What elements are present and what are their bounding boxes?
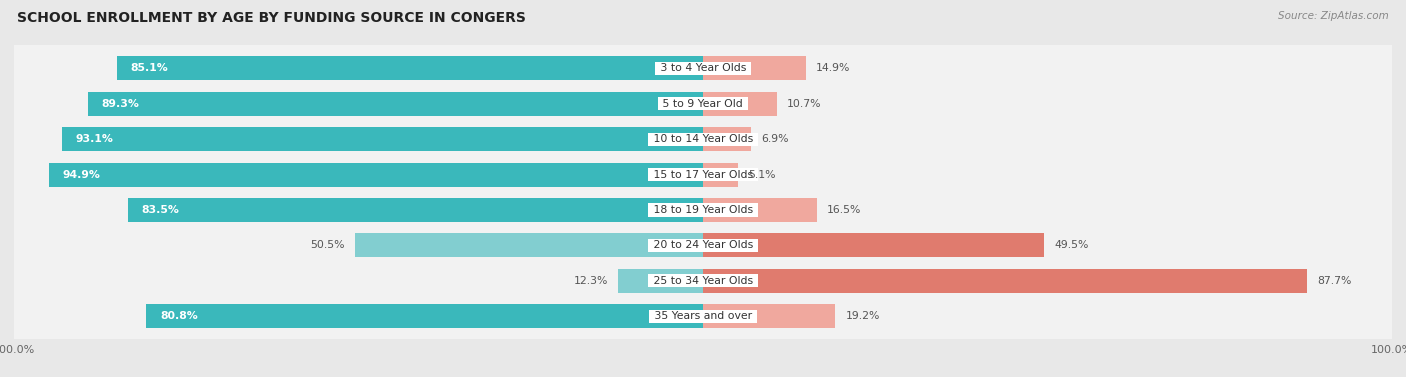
- Text: 10.7%: 10.7%: [787, 99, 821, 109]
- Text: 5 to 9 Year Old: 5 to 9 Year Old: [659, 99, 747, 109]
- FancyBboxPatch shape: [6, 201, 1400, 290]
- Text: 35 Years and over: 35 Years and over: [651, 311, 755, 321]
- Bar: [619, 269, 703, 293]
- FancyBboxPatch shape: [8, 166, 1398, 254]
- FancyBboxPatch shape: [8, 95, 1398, 184]
- Text: 49.5%: 49.5%: [1054, 241, 1088, 250]
- Text: 93.1%: 93.1%: [76, 134, 114, 144]
- Bar: [703, 198, 817, 222]
- FancyBboxPatch shape: [6, 130, 1400, 219]
- Bar: [62, 127, 703, 151]
- Text: 16.5%: 16.5%: [827, 205, 862, 215]
- Text: 25 to 34 Year Olds: 25 to 34 Year Olds: [650, 276, 756, 286]
- Bar: [128, 198, 703, 222]
- Text: 3 to 4 Year Olds: 3 to 4 Year Olds: [657, 63, 749, 73]
- FancyBboxPatch shape: [8, 24, 1398, 113]
- FancyBboxPatch shape: [6, 165, 1400, 255]
- Text: 6.9%: 6.9%: [761, 134, 789, 144]
- Bar: [356, 233, 703, 257]
- Text: 18 to 19 Year Olds: 18 to 19 Year Olds: [650, 205, 756, 215]
- Text: 5.1%: 5.1%: [748, 170, 776, 179]
- FancyBboxPatch shape: [6, 23, 1400, 113]
- Text: 14.9%: 14.9%: [815, 63, 851, 73]
- Text: 50.5%: 50.5%: [311, 241, 344, 250]
- FancyBboxPatch shape: [6, 271, 1400, 361]
- Text: 94.9%: 94.9%: [63, 170, 101, 179]
- Bar: [117, 56, 703, 80]
- FancyBboxPatch shape: [8, 236, 1398, 325]
- Text: 12.3%: 12.3%: [574, 276, 607, 286]
- Text: 89.3%: 89.3%: [101, 99, 139, 109]
- Text: 80.8%: 80.8%: [160, 311, 198, 321]
- Bar: [703, 233, 1045, 257]
- Bar: [703, 304, 835, 328]
- FancyBboxPatch shape: [8, 59, 1398, 148]
- Bar: [703, 92, 776, 116]
- Text: Source: ZipAtlas.com: Source: ZipAtlas.com: [1278, 11, 1389, 21]
- FancyBboxPatch shape: [6, 59, 1400, 149]
- Bar: [703, 269, 1308, 293]
- FancyBboxPatch shape: [8, 201, 1398, 290]
- Text: 20 to 24 Year Olds: 20 to 24 Year Olds: [650, 241, 756, 250]
- FancyBboxPatch shape: [8, 272, 1398, 361]
- FancyBboxPatch shape: [6, 236, 1400, 326]
- Bar: [146, 304, 703, 328]
- Bar: [49, 162, 703, 187]
- Text: 87.7%: 87.7%: [1317, 276, 1353, 286]
- FancyBboxPatch shape: [8, 130, 1398, 219]
- Text: 85.1%: 85.1%: [131, 63, 169, 73]
- Bar: [87, 92, 703, 116]
- Text: 19.2%: 19.2%: [845, 311, 880, 321]
- Text: 15 to 17 Year Olds: 15 to 17 Year Olds: [650, 170, 756, 179]
- Bar: [703, 56, 806, 80]
- Bar: [703, 162, 738, 187]
- Text: SCHOOL ENROLLMENT BY AGE BY FUNDING SOURCE IN CONGERS: SCHOOL ENROLLMENT BY AGE BY FUNDING SOUR…: [17, 11, 526, 25]
- Text: 83.5%: 83.5%: [142, 205, 180, 215]
- FancyBboxPatch shape: [6, 94, 1400, 184]
- Bar: [703, 127, 751, 151]
- Text: 10 to 14 Year Olds: 10 to 14 Year Olds: [650, 134, 756, 144]
